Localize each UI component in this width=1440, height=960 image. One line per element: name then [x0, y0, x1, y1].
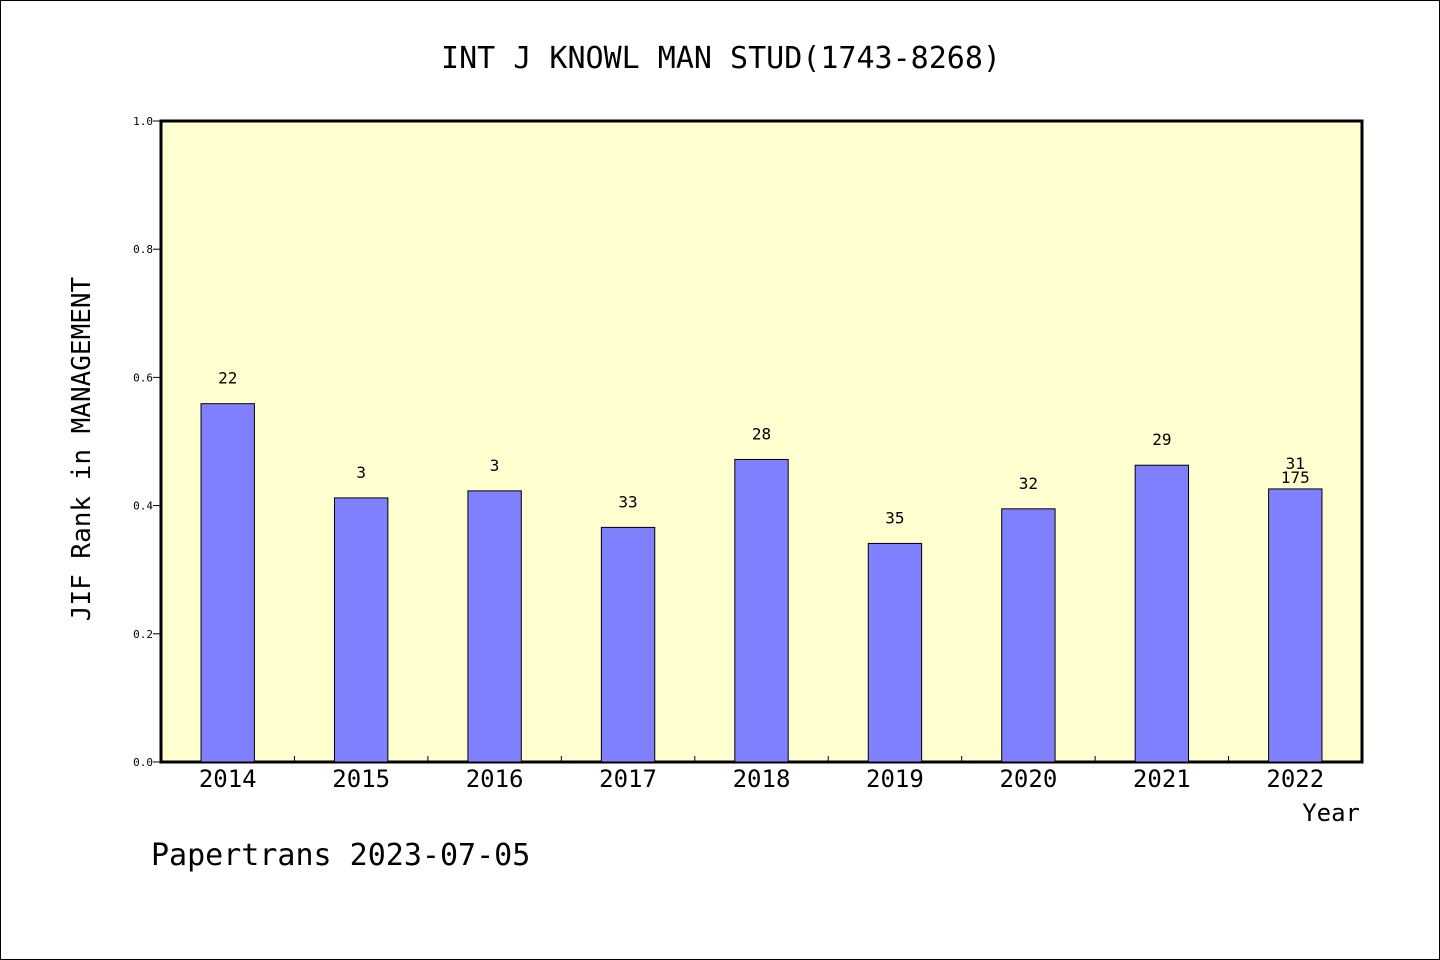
data-label-2020: 32 — [1019, 474, 1038, 493]
x-tick-label-2018: 2018 — [733, 765, 791, 793]
data-label-2021: 29 — [1152, 430, 1171, 449]
x-tick-label-2016: 2016 — [466, 765, 524, 793]
data-label-2016: 3 — [490, 456, 500, 475]
x-axis-ticks: 2014 2015 2016 2017 2018 2019 2020 2021 2022 — [199, 756, 1324, 793]
y-tick-label: 0.6 — [133, 371, 153, 384]
data-label-2017: 33 — [618, 492, 637, 511]
bar-2016 — [467, 490, 522, 763]
x-tick-label-2019: 2019 — [866, 765, 924, 793]
bar-2021 — [1134, 464, 1190, 763]
data-label-2018: 28 — [752, 424, 771, 443]
y-tick-label: 0.8 — [133, 243, 153, 256]
bar-2020 — [1001, 508, 1056, 763]
x-tick-label-2020: 2020 — [999, 765, 1057, 793]
data-label-2022: 31 — [1286, 454, 1305, 473]
y-tick-label: 0.0 — [133, 756, 153, 769]
bar-2022 — [1268, 488, 1323, 763]
y-axis-ticks: 0.0 0.2 0.4 0.6 0.8 1.0 — [133, 115, 161, 769]
data-label-2014: 22 — [218, 369, 237, 388]
data-label-2015: 3 — [356, 463, 366, 482]
y-axis-label: JIF Rank in MANAGEMENT — [67, 276, 97, 621]
y-tick-label: 0.2 — [133, 628, 153, 641]
bar-2018 — [734, 458, 789, 763]
y-tick-label: 0.4 — [133, 500, 153, 513]
x-tick-label-2022: 2022 — [1266, 765, 1324, 793]
footer-source-text: Papertrans 2023-07-05 — [151, 838, 530, 873]
chart-title: INT J KNOWL MAN STUD(1743-8268) — [441, 41, 1001, 76]
x-axis-label: Year — [1302, 799, 1360, 827]
bar-2019 — [867, 542, 923, 763]
x-tick-label-2017: 2017 — [599, 765, 657, 793]
x-tick-label-2014: 2014 — [199, 765, 257, 793]
x-tick-label-2015: 2015 — [332, 765, 390, 793]
bar-2017 — [600, 526, 656, 763]
extra-label-2022: 175 — [1281, 468, 1310, 487]
data-label-2019: 35 — [885, 508, 904, 527]
x-tick-label-2021: 2021 — [1133, 765, 1191, 793]
bar-2015 — [333, 497, 389, 763]
bar-2014 — [200, 403, 255, 763]
y-tick-label: 1.0 — [133, 115, 153, 128]
